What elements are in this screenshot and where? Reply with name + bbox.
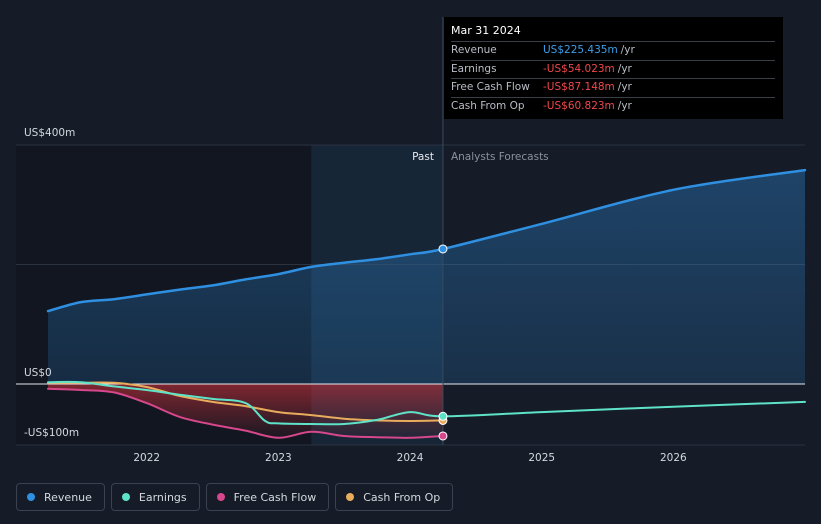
tooltip-row-value: -US$54.023m (543, 62, 615, 75)
tooltip-row-value: US$225.435m (543, 44, 618, 56)
legend-label: Cash From Op (363, 490, 441, 504)
tooltip-row-label: Cash From Op (451, 99, 525, 112)
tooltip-row-unit: /yr (617, 99, 632, 112)
legend-label: Revenue (44, 490, 92, 504)
x-tick-label: 2023 (265, 452, 292, 464)
tooltip-row-value: -US$87.148m (543, 81, 615, 93)
legend-item-cash-from-op[interactable]: Cash From Op (335, 483, 454, 511)
revenue-area (48, 170, 805, 384)
revenue-marker (438, 244, 448, 254)
x-tick-label: 2026 (660, 452, 687, 464)
legend-label: Free Cash Flow (233, 490, 317, 504)
tooltip-row-unit: /yr (617, 62, 632, 75)
y-tick-label: -US$100m (24, 427, 79, 439)
y-tick-label: US$400m (24, 127, 75, 139)
legend-dot-icon (216, 493, 225, 501)
tooltip-row-label: Revenue (451, 44, 497, 56)
free-cash-flow-line (47, 387, 444, 439)
revenue-line (46, 168, 807, 313)
earnings-marker (438, 411, 448, 421)
free-cash-flow-marker (438, 431, 448, 441)
tooltip-row: Earnings -US$54.023m/yr (451, 59, 775, 79)
data-tooltip: Mar 31 2024 Revenue US$225.435m/yr Earning… (444, 17, 783, 119)
series-lines (46, 168, 807, 439)
legend-dot-icon (346, 493, 355, 501)
legend: Revenue Earnings Free Cash Flow Cash From O… (16, 483, 454, 511)
tooltip-date: Mar 31 2024 (451, 24, 521, 37)
tooltip-row-unit: /yr (620, 44, 635, 56)
tooltip-row: Free Cash Flow -US$87.148m/yr (451, 78, 775, 97)
past-label: Past (412, 151, 434, 163)
tooltip-row-value: -US$60.823m (543, 99, 615, 112)
tooltip-row-label: Free Cash Flow (451, 81, 530, 93)
legend-item-free-cash-flow[interactable]: Free Cash Flow (205, 483, 330, 511)
legend-dot-icon (27, 493, 35, 501)
forecast-label: Analysts Forecasts (451, 151, 549, 163)
earnings-line (47, 380, 806, 426)
legend-item-earnings[interactable]: Earnings (110, 483, 200, 511)
y-tick-label: US$0 (24, 367, 52, 379)
legend-dot-icon (121, 493, 130, 501)
legend-item-revenue[interactable]: Revenue (16, 483, 105, 511)
tooltip-row: Revenue US$225.435m/yr (451, 41, 775, 60)
axis-labels: US$400m US$0 -US$100m 2022 2023 2024 2025 2026 P… (24, 127, 687, 464)
x-tick-label: 2024 (397, 452, 424, 464)
tooltip-row: Cash From Op -US$60.823m/yr (451, 96, 775, 116)
series-markers (438, 244, 448, 441)
tooltip-row-label: Earnings (451, 62, 497, 75)
legend-label: Earnings (138, 490, 187, 504)
tooltip-row-unit: /yr (617, 81, 632, 93)
x-tick-label: 2022 (133, 452, 160, 464)
x-tick-label: 2025 (528, 452, 555, 464)
